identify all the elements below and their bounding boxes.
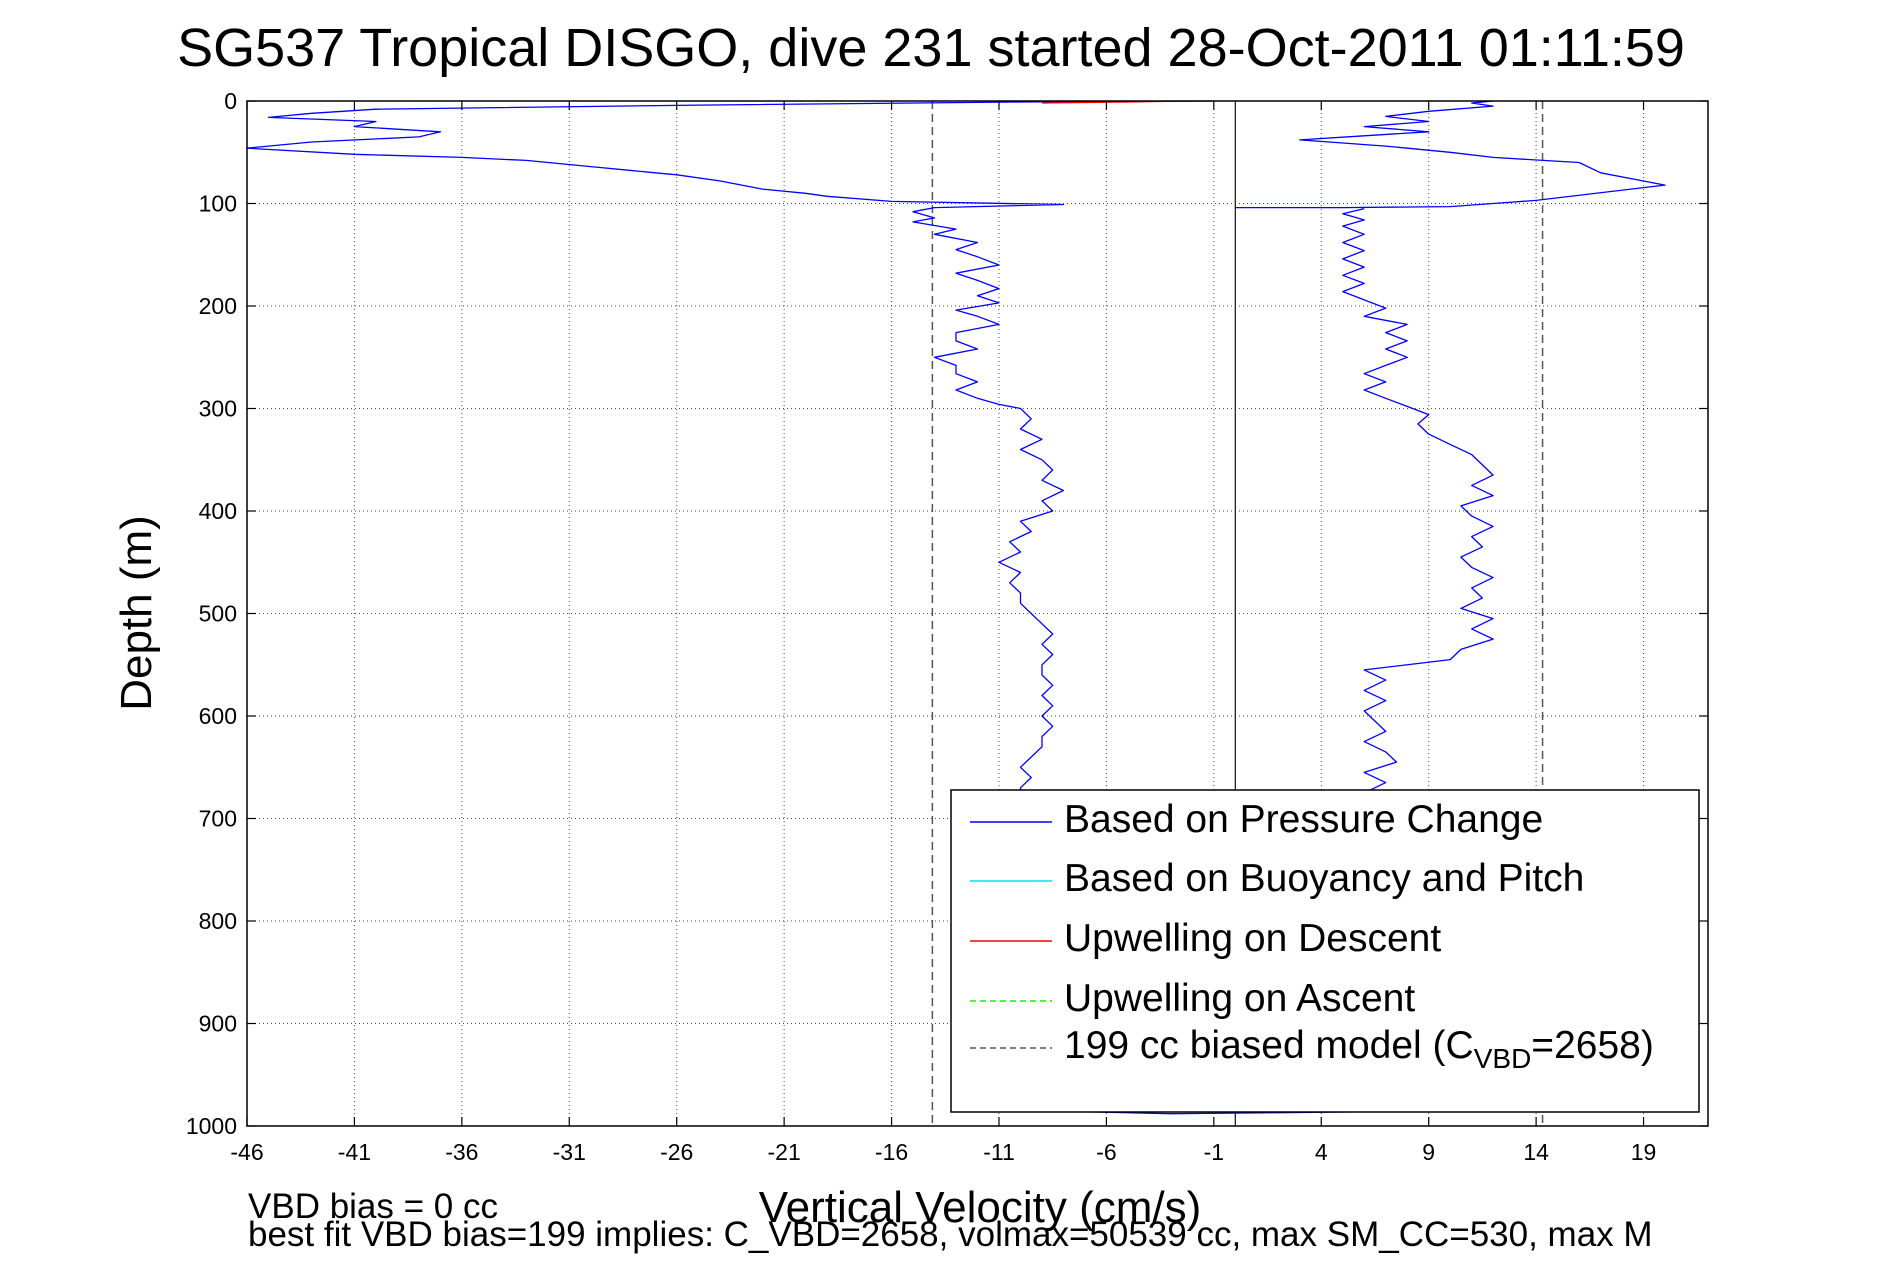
- y-tick-label: 800: [199, 908, 237, 934]
- x-tick-label: 9: [1422, 1139, 1435, 1165]
- x-tick-label: -11: [983, 1139, 1015, 1165]
- y-axis-ticks: 0 100 200 300 400 500 600 700 800 900 1000: [186, 88, 1708, 1139]
- y-tick-label: 1000: [186, 1113, 237, 1139]
- y-tick-label: 200: [199, 293, 237, 319]
- grid: [246, 100, 1708, 1127]
- y-tick-label: 400: [199, 498, 237, 524]
- legend-label-pressure: Based on Pressure Change: [1064, 798, 1543, 841]
- legend-label-main: 199 cc biased model (C: [1064, 1024, 1474, 1067]
- x-tick-label: 14: [1523, 1139, 1549, 1165]
- series-group: [246, 100, 1666, 1115]
- x-tick-label: 19: [1631, 1139, 1657, 1165]
- legend-label-upascent: Upwelling on Ascent: [1064, 977, 1415, 1020]
- legend-label-updescent: Upwelling on Descent: [1064, 917, 1441, 960]
- legend: Based on Pressure Change Based on Buoyanc…: [950, 789, 1700, 1113]
- x-axis-ticks: -46 -41 -36 -31 -26 -21 -16 -11 -6 -1 4 9 14 19: [230, 101, 1656, 1165]
- x-tick-label: -21: [768, 1139, 801, 1165]
- x-tick-label: -46: [230, 1139, 263, 1165]
- chart-title: SG537 Tropical DISGO, dive 231 started 2…: [177, 18, 1685, 78]
- legend-label-subscript: VBD: [1474, 1043, 1532, 1074]
- series-line-0-2: [1235, 100, 1666, 209]
- note-vbd-bias: VBD bias = 0 cc: [248, 1187, 498, 1226]
- y-tick-label: 600: [199, 703, 237, 729]
- legend-label-model: 199 cc biased model (CVBD=2658): [1064, 1024, 1654, 1074]
- y-tick-label: 0: [224, 88, 237, 114]
- y-tick-label: 500: [199, 601, 237, 627]
- x-tick-label: -26: [660, 1139, 693, 1165]
- series-line-0-3: [1342, 207, 1494, 794]
- legend-label-buoyancy: Based on Buoyancy and Pitch: [1064, 857, 1584, 900]
- note-best-fit: best fit VBD bias=199 implies: C_VBD=265…: [248, 1215, 1653, 1254]
- x-tick-label: 4: [1315, 1139, 1328, 1165]
- x-tick-label: -41: [338, 1139, 371, 1165]
- x-tick-label: -16: [875, 1139, 908, 1165]
- legend-label-end: =2658): [1531, 1024, 1654, 1067]
- y-tick-label: 700: [199, 806, 237, 832]
- x-tick-label: -36: [445, 1139, 478, 1165]
- legend-box: [950, 789, 1700, 1113]
- y-tick-label: 100: [199, 191, 237, 217]
- series-line-0-0: [246, 100, 1214, 794]
- y-tick-label: 900: [199, 1011, 237, 1037]
- y-tick-label: 300: [199, 396, 237, 422]
- y-axis-label: Depth (m): [112, 515, 161, 711]
- x-axis-label: Vertical Velocity (cm/s): [759, 1183, 1202, 1232]
- x-tick-label: -1: [1204, 1139, 1224, 1165]
- x-tick-label: -6: [1096, 1139, 1116, 1165]
- x-tick-label: -31: [553, 1139, 586, 1165]
